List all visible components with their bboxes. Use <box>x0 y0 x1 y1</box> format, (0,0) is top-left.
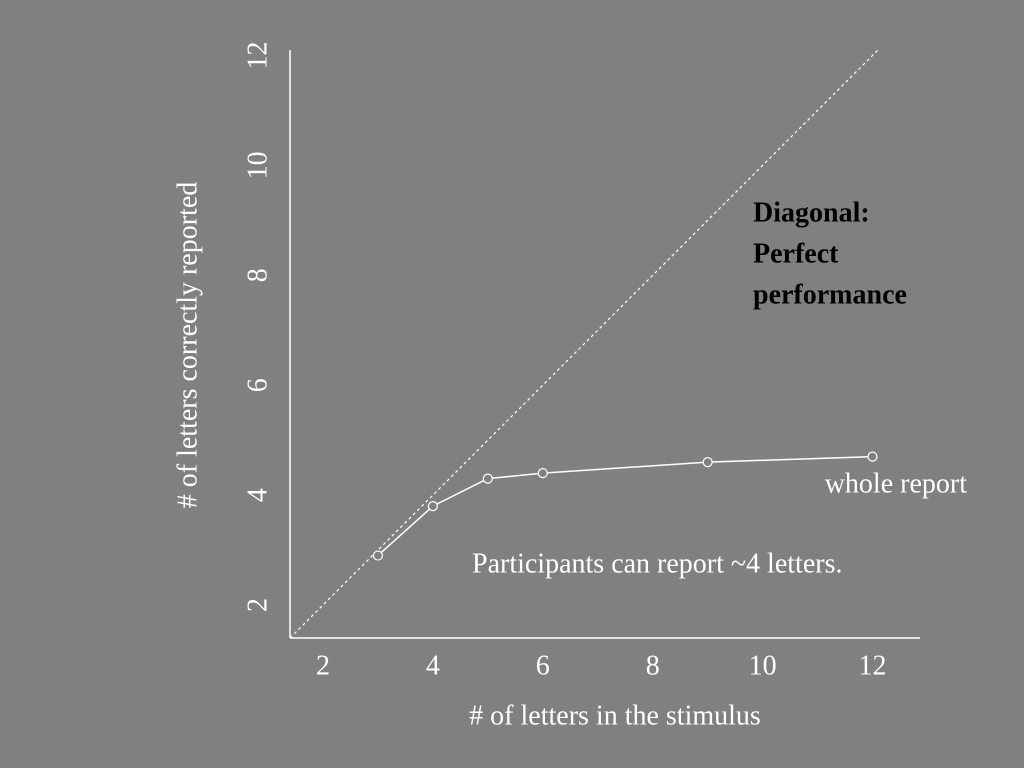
x-tick-label: 4 <box>426 650 440 681</box>
x-tick-label: 6 <box>536 650 550 681</box>
point <box>372 550 384 561</box>
point <box>537 468 548 479</box>
x-tick-label: 8 <box>646 650 660 681</box>
diagonal <box>289 49 879 639</box>
y-axis-label: # of letters correctly reported <box>172 182 203 509</box>
x-tick-label: 12 <box>859 650 887 681</box>
annotation: Participants can report ~4 letters. <box>472 548 842 579</box>
x-tick-label: 2 <box>316 650 330 681</box>
series-label: whole report <box>825 468 968 499</box>
annotation: performance <box>753 279 907 310</box>
y-tick-label: 2 <box>242 598 273 612</box>
point <box>427 501 438 512</box>
y-tick-label: 10 <box>242 151 273 179</box>
line <box>377 455 873 557</box>
y-tick-label: 6 <box>242 378 273 392</box>
point <box>702 457 713 468</box>
y-tick-label: 12 <box>242 41 273 69</box>
y-tick-label: 8 <box>242 268 273 282</box>
y-tick-label: 4 <box>242 488 273 502</box>
point <box>482 473 493 484</box>
point <box>867 451 878 462</box>
annotation: Diagonal: <box>753 197 870 228</box>
x-tick-label: 10 <box>749 650 777 681</box>
annotation: Perfect <box>753 238 839 269</box>
x-axis-label: # of letters in the stimulus <box>469 700 761 731</box>
